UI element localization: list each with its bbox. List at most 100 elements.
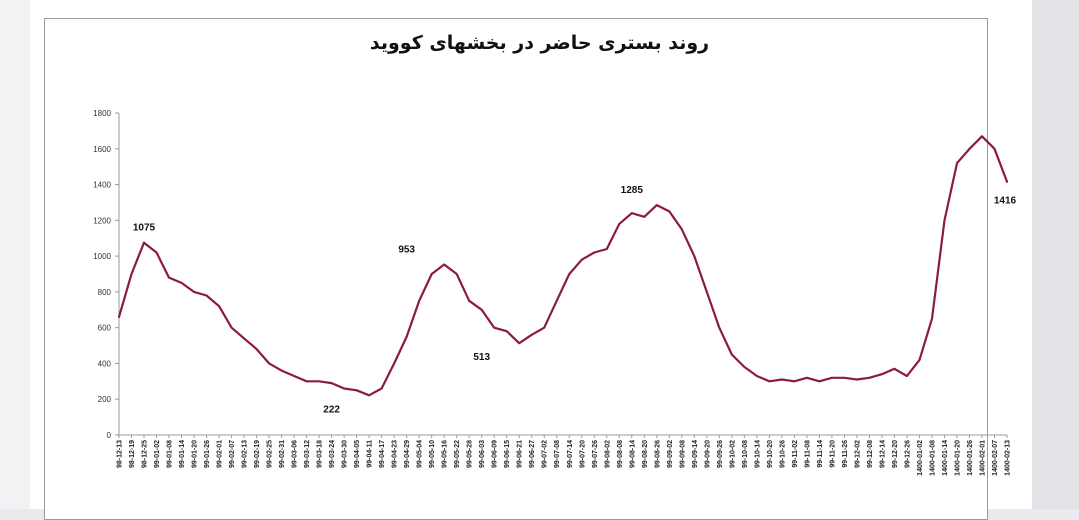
x-tick-label: 99-08-26	[654, 440, 661, 468]
data-point	[305, 380, 308, 383]
y-tick-label: 600	[98, 324, 112, 333]
y-tick-label: 200	[98, 395, 112, 404]
y-tick-label: 0	[107, 431, 112, 440]
line-chart: 0 200 400 600 800 1000 1200 1400 1600 1800 98-12-1…	[93, 109, 1017, 476]
x-tick-label: 99-03-30	[342, 440, 349, 468]
data-point	[505, 330, 508, 333]
data-point	[643, 215, 646, 218]
data-point	[318, 380, 321, 383]
data-point	[480, 308, 483, 311]
data-point	[118, 316, 120, 318]
data-point	[743, 366, 746, 368]
x-tick-label: 99-08-14	[629, 440, 636, 468]
data-point	[455, 273, 458, 275]
data-point	[568, 273, 571, 275]
x-tick-label: 99-01-08	[167, 440, 174, 468]
x-tick-label: 99-02-07	[229, 440, 236, 468]
data-point	[593, 251, 596, 254]
series-line	[117, 135, 1009, 397]
x-tick-label: 99-05-22	[454, 440, 461, 468]
data-point	[893, 367, 896, 370]
x-tick-label: 99-06-21	[517, 440, 524, 468]
x-tick-label: 99-05-28	[467, 440, 474, 468]
data-point	[906, 375, 908, 377]
data-point	[918, 358, 921, 361]
x-tick-label: 99-04-05	[354, 440, 361, 468]
x-tick-label: 99-07-08	[554, 440, 561, 468]
y-tick-label: 1600	[93, 145, 111, 154]
x-tick-label: 99-04-11	[367, 440, 374, 468]
x-tick-label: 99-02-25	[267, 440, 274, 468]
x-tick-label: 99-07-14	[567, 440, 574, 468]
data-point	[968, 147, 971, 150]
x-tick-label: 1400-01-20	[954, 440, 961, 476]
data-point	[868, 376, 871, 379]
data-point	[543, 326, 546, 329]
data-point	[218, 305, 220, 308]
data-point	[493, 326, 496, 329]
data-point	[230, 326, 233, 329]
data-point	[443, 263, 446, 266]
x-tick-label: 99-09-26	[717, 440, 724, 468]
x-tick-label: 99-02-13	[242, 440, 249, 468]
data-point	[693, 255, 696, 258]
y-tick-label: 1200	[93, 216, 111, 225]
data-point	[268, 362, 270, 365]
data-label: 1285	[621, 185, 644, 196]
data-point	[130, 273, 133, 275]
data-point	[168, 276, 170, 279]
x-tick-label: 99-07-02	[542, 440, 549, 468]
data-point	[1006, 180, 1008, 183]
viewer-left-margin	[0, 0, 30, 509]
y-tick-label: 1400	[93, 181, 111, 190]
x-tick-label: 99-07-26	[592, 440, 599, 468]
data-label: 1416	[994, 196, 1017, 207]
data-point	[655, 204, 658, 207]
x-tick-label: 1400-01-14	[942, 440, 949, 476]
data-point	[993, 147, 996, 150]
data-point	[768, 380, 771, 383]
data-point	[380, 387, 383, 390]
data-point	[530, 333, 533, 336]
x-tick-label: 99-03-12	[304, 440, 311, 468]
chart-title: روند بستری حاضر در بخشهای کووید	[369, 32, 710, 54]
x-tick-label: 99-03-18	[317, 440, 324, 468]
data-point	[293, 375, 295, 377]
x-tick-label: 99-08-20	[642, 440, 649, 468]
data-point	[668, 210, 671, 213]
x-tick-label: 99-08-02	[604, 440, 611, 468]
data-point	[931, 317, 933, 320]
x-tick-label: 99-06-15	[504, 440, 511, 468]
chart-frame	[44, 18, 988, 520]
data-point	[143, 241, 145, 244]
x-tick-label: 98-12-19	[129, 440, 136, 468]
x-tick-label: 99-07-20	[579, 440, 586, 468]
data-point	[755, 375, 758, 377]
x-tick-label: 99-04-29	[404, 440, 411, 468]
data-point	[680, 228, 683, 231]
x-tick-label: 99-01-26	[204, 440, 211, 468]
x-tick-label: 99-03-06	[292, 440, 299, 468]
x-tick-label: 99-05-04	[417, 440, 424, 468]
x-tick-label: 99-04-23	[392, 440, 399, 468]
x-tick-label: 99-12-02	[854, 440, 861, 468]
x-tick-label: 99-11-02	[792, 440, 799, 468]
data-point	[780, 378, 783, 381]
data-point	[730, 353, 733, 356]
x-tick-label: 99-08-08	[617, 440, 624, 468]
x-tick-label: 99-12-20	[892, 440, 899, 468]
x-tick-label: 99-10-26	[779, 440, 786, 468]
x-tick-label: 99-10-14	[754, 440, 761, 468]
viewer-right-margin	[1032, 0, 1079, 509]
x-tick-label: 99-11-20	[829, 440, 836, 468]
x-tick-label: 1400-02-01	[979, 440, 986, 476]
x-tick-label: 99-02-01	[217, 440, 224, 468]
data-point	[843, 376, 846, 379]
data-point	[718, 326, 721, 329]
data-label: 1075	[133, 223, 156, 234]
x-tick-label: 1400-01-26	[967, 440, 974, 476]
x-tick-label: 99-12-26	[904, 440, 911, 468]
x-tick-label: 99-10-02	[729, 440, 736, 468]
x-tick-label: 99-09-08	[679, 440, 686, 468]
x-tick-label: 98-12-13	[117, 440, 124, 468]
